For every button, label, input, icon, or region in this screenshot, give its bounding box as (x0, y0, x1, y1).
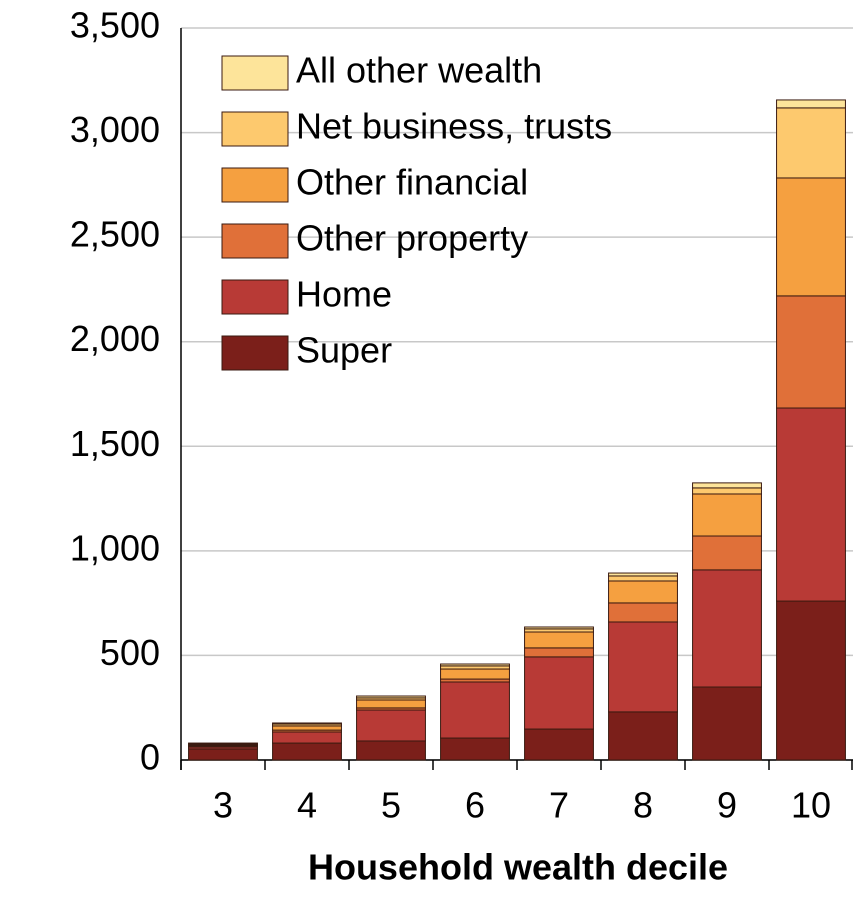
legend-swatch (221, 279, 289, 315)
bar-segment (776, 600, 846, 761)
legend-label: Net business, trusts (296, 106, 612, 147)
bar-segment (356, 709, 426, 742)
bar-segment (440, 663, 510, 667)
bar-segment (356, 699, 426, 709)
bar-segment (692, 569, 762, 688)
legend-swatch (221, 111, 289, 147)
bar-segment (272, 742, 342, 761)
y-tick-label: 2,500 (70, 214, 160, 255)
x-tick-label: 8 (633, 785, 653, 826)
legend-label: Other financial (296, 162, 528, 203)
bar-segment (776, 295, 846, 409)
y-tick-label: 0 (140, 737, 160, 778)
bar-segment (356, 740, 426, 761)
y-tick-label: 3,000 (70, 109, 160, 150)
bar-segment (608, 575, 678, 582)
bar-segment (440, 681, 510, 739)
bar-segment (776, 107, 846, 179)
bar-segment (524, 626, 594, 630)
legend-swatch (221, 167, 289, 203)
bar-segment (608, 711, 678, 761)
x-tick-label: 5 (381, 785, 401, 826)
x-tick-label: 7 (549, 785, 569, 826)
bar-segment (692, 535, 762, 571)
y-tick-label: 1,000 (70, 527, 160, 568)
bar-segment (188, 748, 258, 761)
bar-segment (608, 572, 678, 577)
x-axis-label: Household wealth decile (308, 847, 728, 888)
x-tick-label: 3 (213, 785, 233, 826)
bar-segment (608, 580, 678, 604)
x-tick-label: 4 (297, 785, 317, 826)
y-tick-label: 2,000 (70, 318, 160, 359)
x-tick-label: 10 (791, 785, 831, 826)
x-tick-label: 9 (717, 785, 737, 826)
x-tick-label: 6 (465, 785, 485, 826)
legend-swatch (221, 55, 289, 91)
legend-label: All other wealth (296, 50, 542, 91)
bar-segment (776, 99, 846, 109)
bar-segment (524, 647, 594, 658)
bar-segment (776, 407, 846, 602)
bar-segment (608, 621, 678, 713)
legend-label: Other property (296, 218, 528, 259)
bar-segment (524, 656, 594, 730)
legend-swatch (221, 335, 289, 371)
bar-segment (272, 722, 342, 725)
bar-segment (692, 482, 762, 489)
bar-segment (776, 177, 846, 297)
bar-segment (272, 731, 342, 744)
bar-segment (692, 487, 762, 495)
legend-swatch (221, 223, 289, 259)
bar-segment (692, 493, 762, 537)
bar-segment (608, 602, 678, 623)
bar-segment (272, 725, 342, 731)
bar-segment (356, 695, 426, 699)
bar-segment (524, 631, 594, 649)
y-tick-label: 3,500 (70, 5, 160, 46)
bar-segment (440, 668, 510, 680)
legend-label: Home (296, 274, 392, 315)
legend-label: Super (296, 330, 392, 371)
bar-segment (440, 737, 510, 761)
bar-segment (188, 742, 258, 745)
bar-segment (692, 686, 762, 761)
y-tick-label: 500 (100, 632, 160, 673)
bar-segment (524, 728, 594, 761)
y-tick-label: 1,500 (70, 423, 160, 464)
